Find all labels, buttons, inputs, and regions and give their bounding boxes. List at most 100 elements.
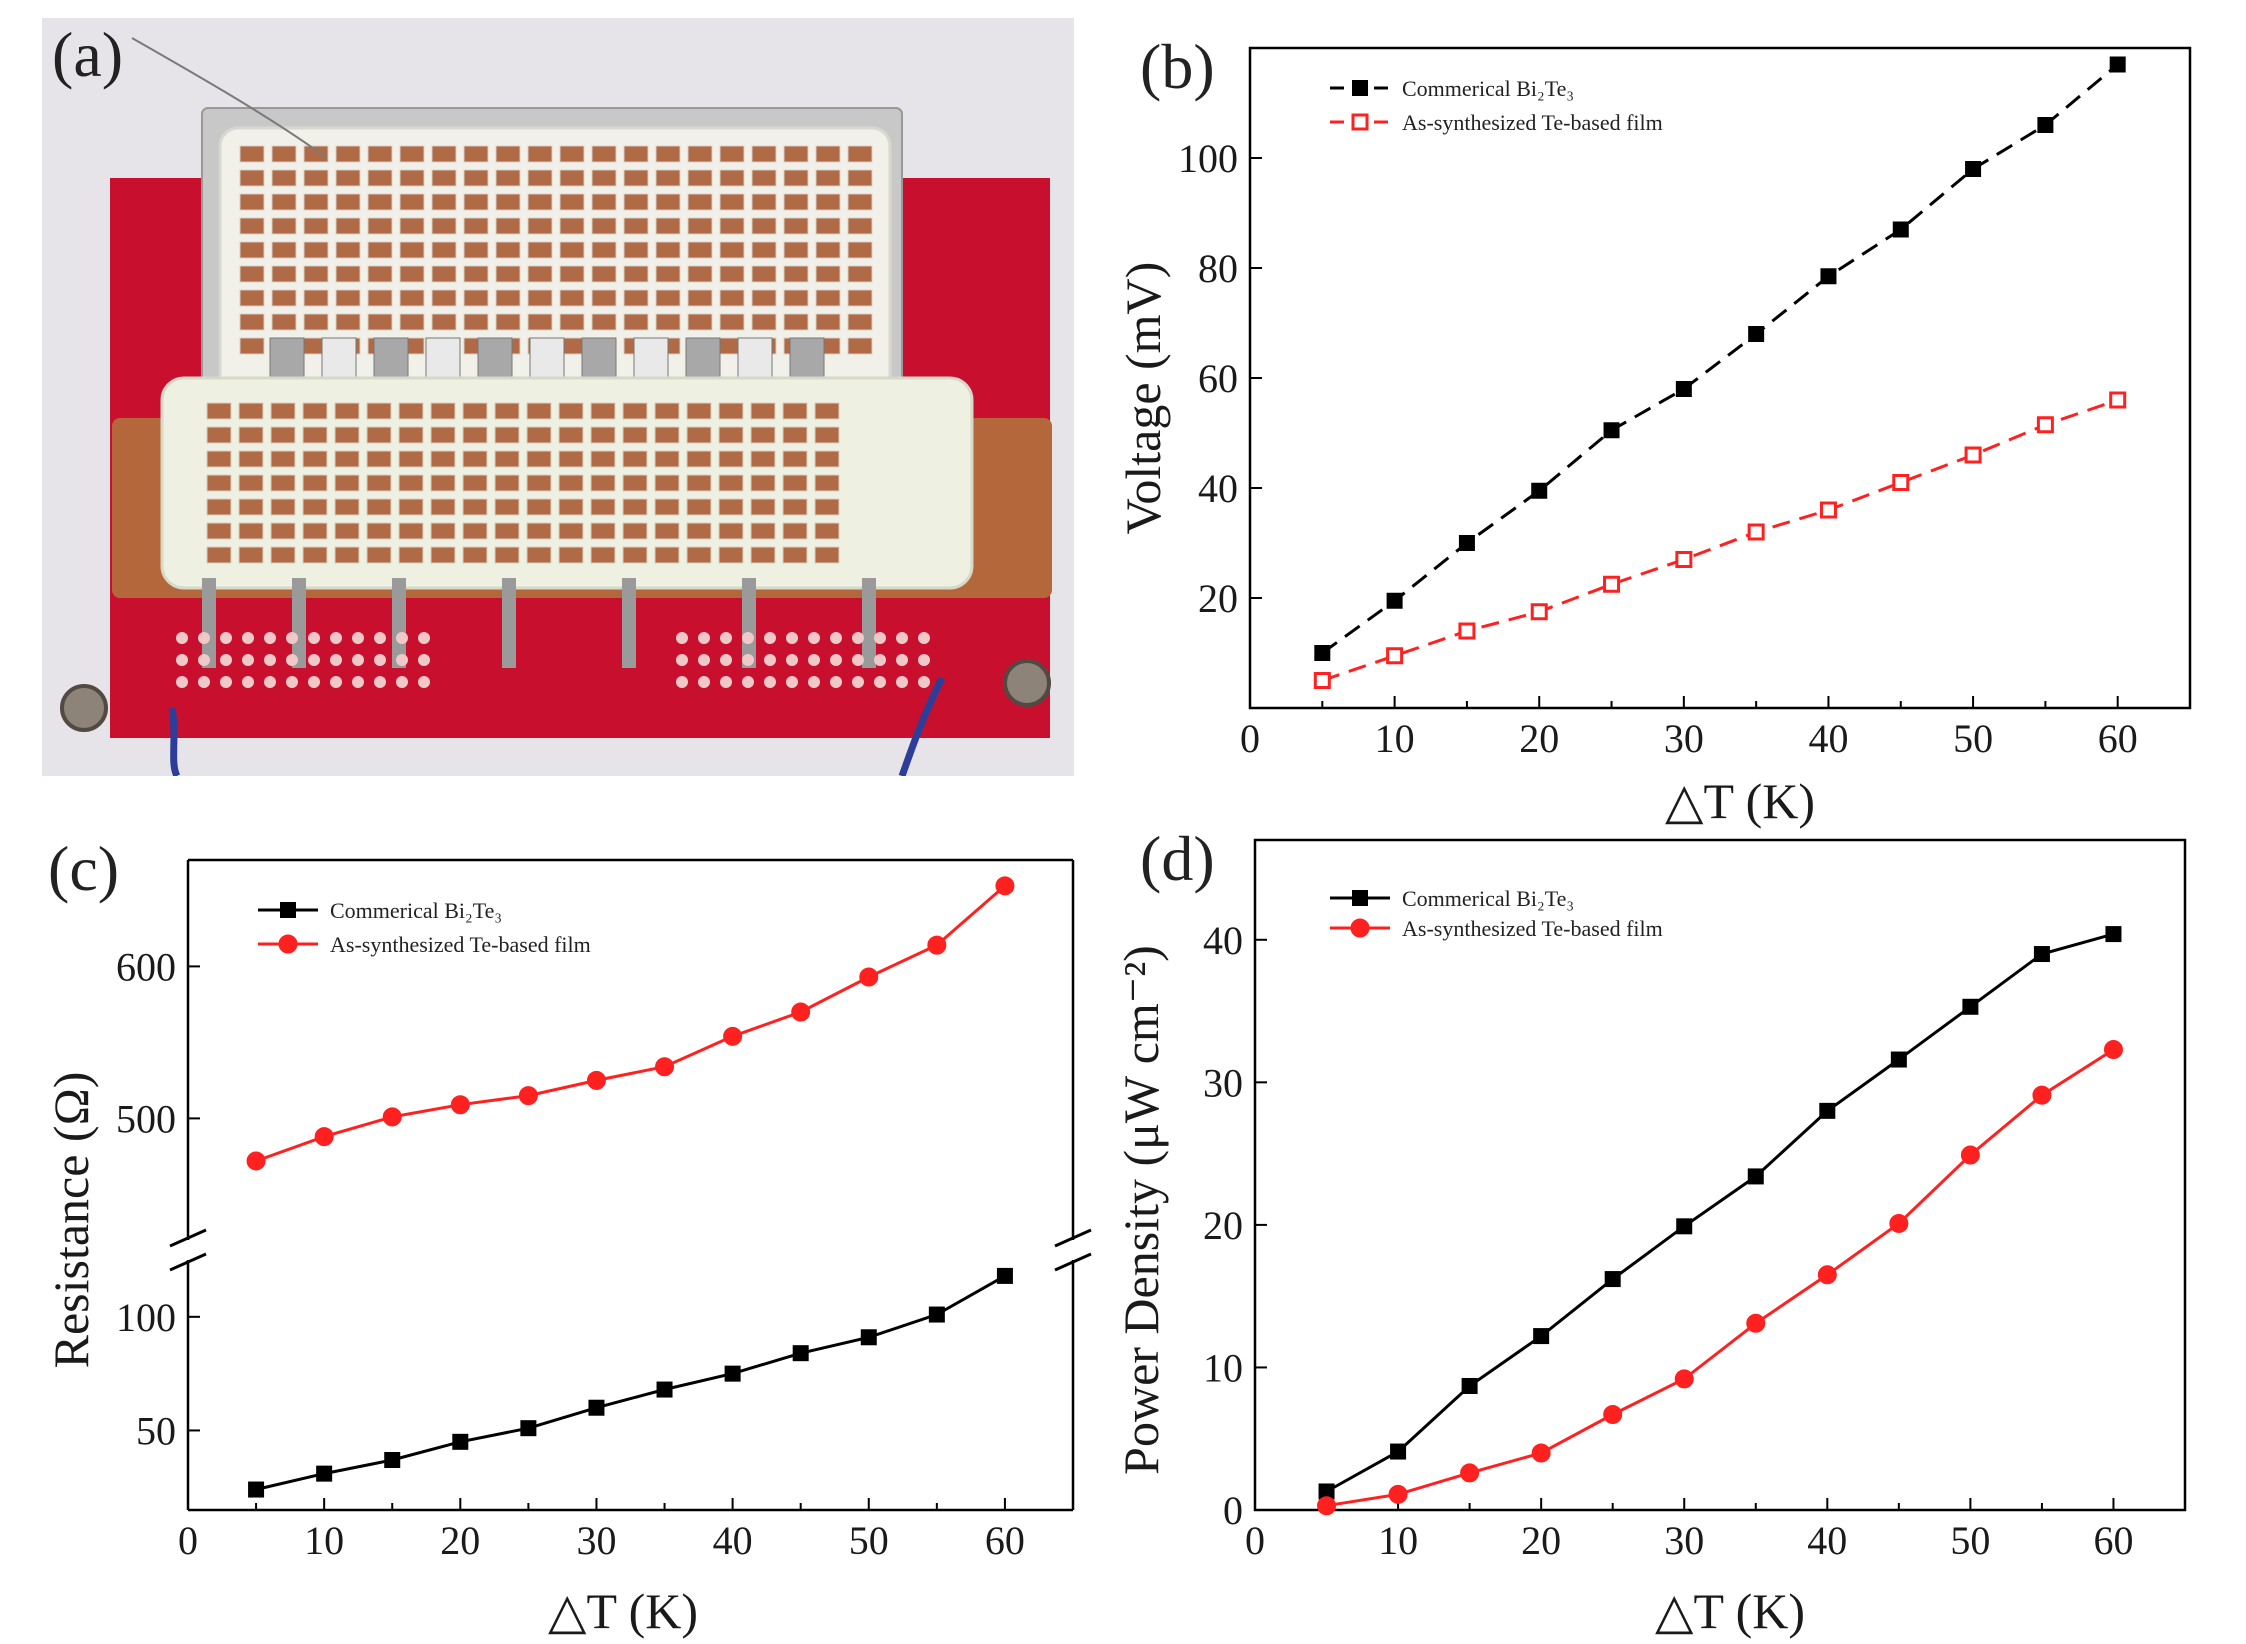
- x-tick-label: 10: [1378, 1518, 1418, 1563]
- data-point: [2109, 391, 2127, 409]
- te-leg: [687, 289, 713, 307]
- y-tick-label: 50: [136, 1408, 176, 1453]
- te-leg: [559, 169, 585, 187]
- te-leg: [623, 145, 649, 163]
- te-leg: [591, 217, 617, 235]
- te-leg: [430, 426, 456, 444]
- te-leg: [655, 289, 681, 307]
- right-bolt-icon: [1003, 659, 1051, 707]
- x-tick-label: 10: [1375, 716, 1415, 761]
- te-leg: [398, 450, 424, 468]
- te-leg: [718, 498, 744, 516]
- data-point: [1747, 1168, 1764, 1185]
- pad-hole: [176, 632, 188, 644]
- data-point: [1892, 474, 1910, 491]
- te-leg: [239, 169, 265, 187]
- te-leg: [719, 217, 745, 235]
- te-leg: [302, 522, 328, 540]
- pad-hole: [852, 676, 864, 688]
- y-tick-label: 500: [116, 1096, 176, 1141]
- te-leg: [238, 522, 264, 540]
- y-tick-label: 30: [1203, 1060, 1243, 1105]
- pad-hole: [830, 632, 842, 644]
- te-leg: [495, 145, 521, 163]
- pad-hole: [852, 654, 864, 666]
- data-point: [1603, 1404, 1623, 1424]
- te-leg: [687, 217, 713, 235]
- te-leg: [303, 313, 329, 331]
- te-leg: [558, 450, 584, 468]
- axis-break-mark: [169, 1228, 207, 1248]
- te-leg: [782, 498, 808, 516]
- pad-hole: [308, 632, 320, 644]
- data-point: [1889, 1213, 1909, 1233]
- data-point: [2103, 1040, 2123, 1060]
- te-leg: [430, 474, 456, 492]
- te-leg: [655, 217, 681, 235]
- x-tick-label: 50: [1950, 1518, 1990, 1563]
- pad-hole: [220, 676, 232, 688]
- te-leg: [367, 289, 393, 307]
- data-point: [314, 1127, 334, 1147]
- te-leg: [559, 193, 585, 211]
- te-leg: [655, 193, 681, 211]
- te-leg: [431, 241, 457, 259]
- clip: [742, 578, 756, 668]
- y-tick-label: 0: [1223, 1488, 1243, 1533]
- te-leg: [366, 426, 392, 444]
- pad-hole: [198, 654, 210, 666]
- te-leg: [751, 265, 777, 283]
- clip: [202, 578, 216, 668]
- legend-marker: [1350, 918, 1370, 938]
- te-leg: [751, 193, 777, 211]
- te-leg: [271, 313, 297, 331]
- te-leg: [527, 265, 553, 283]
- te-leg: [558, 522, 584, 540]
- x-tick-label: 0: [178, 1518, 198, 1563]
- te-leg: [590, 474, 616, 492]
- pad-hole: [352, 632, 364, 644]
- te-leg: [719, 265, 745, 283]
- data-point: [586, 1070, 606, 1090]
- te-leg: [623, 169, 649, 187]
- data-point: [791, 1002, 811, 1022]
- te-leg: [463, 265, 489, 283]
- te-leg: [591, 193, 617, 211]
- x-tick-label: 30: [576, 1518, 616, 1563]
- te-leg: [334, 498, 360, 516]
- clip: [862, 578, 876, 668]
- te-leg: [495, 265, 521, 283]
- te-leg: [303, 217, 329, 235]
- te-leg: [686, 426, 712, 444]
- te-leg: [239, 313, 265, 331]
- te-leg: [462, 450, 488, 468]
- te-leg: [558, 402, 584, 420]
- data-point: [1675, 551, 1693, 568]
- te-leg: [783, 313, 809, 331]
- series-line: [1325, 932, 2114, 1493]
- te-leg: [750, 546, 776, 564]
- te-leg: [622, 450, 648, 468]
- data-point: [723, 1026, 743, 1046]
- te-leg: [591, 145, 617, 163]
- te-leg: [847, 169, 873, 187]
- te-leg: [847, 265, 873, 283]
- data-point: [518, 1086, 538, 1106]
- y-tick-label: 80: [1198, 246, 1238, 291]
- te-leg: [462, 426, 488, 444]
- te-leg: [719, 193, 745, 211]
- pad-array: [176, 632, 930, 688]
- te-leg: [463, 241, 489, 259]
- x-tick-label: 20: [1519, 716, 1559, 761]
- te-leg: [622, 474, 648, 492]
- te-leg: [590, 546, 616, 564]
- x-tick-label: 10: [304, 1518, 344, 1563]
- series-line: [255, 1274, 1006, 1491]
- data-point: [2037, 117, 2054, 133]
- data-point: [1531, 1443, 1551, 1463]
- te-leg: [783, 145, 809, 163]
- data-point: [452, 1433, 469, 1450]
- te-leg: [206, 426, 232, 444]
- pad-hole: [242, 632, 254, 644]
- te-leg: [527, 313, 553, 331]
